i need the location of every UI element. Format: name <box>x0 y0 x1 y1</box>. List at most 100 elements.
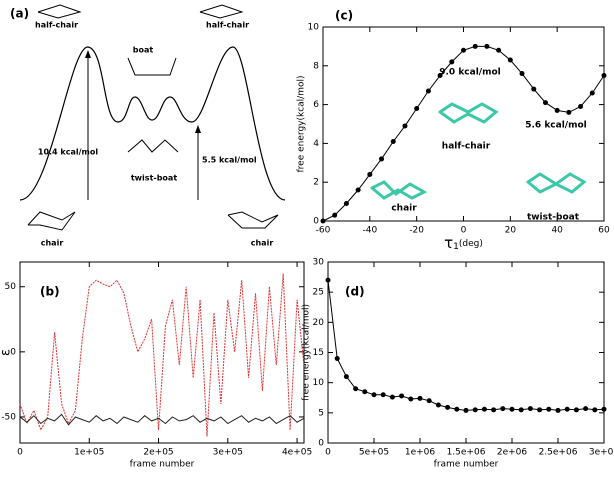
x-tick-label: 2.5e+06 <box>539 448 578 458</box>
y-tick-label: 15 <box>313 348 324 358</box>
point <box>518 407 524 413</box>
annotation: 9.0 kcal/mol <box>439 68 501 78</box>
x-tick-label: 60 <box>598 226 610 236</box>
point <box>399 393 405 399</box>
arrow-head <box>85 50 91 58</box>
point <box>555 407 561 413</box>
point <box>509 406 515 412</box>
x-axis-label: frame number <box>434 460 499 470</box>
point <box>472 407 478 413</box>
molecule <box>127 139 179 153</box>
y-tick-label: 0 <box>318 439 324 449</box>
x-tick-label: -60 <box>316 226 331 236</box>
point <box>484 43 490 49</box>
y-axis-label: ε <box>0 349 14 356</box>
x-tick-label: -20 <box>409 226 424 236</box>
point <box>371 392 377 398</box>
point <box>527 406 533 412</box>
energy-curve <box>19 46 286 201</box>
arrow-head <box>195 125 201 133</box>
point <box>343 201 349 207</box>
y-axis-label: free energy(kcal/mol) <box>297 76 307 173</box>
molecule <box>438 102 499 124</box>
label: half-chair <box>206 21 249 30</box>
point <box>496 47 502 53</box>
y-tick-label: -50 <box>1 412 16 422</box>
point <box>554 107 560 113</box>
point <box>566 109 572 115</box>
point <box>601 73 607 78</box>
point <box>507 57 513 63</box>
x-tick-label: 3e+06 <box>589 448 614 458</box>
point <box>500 406 506 412</box>
point <box>435 402 441 408</box>
point <box>425 88 431 94</box>
point <box>426 398 432 404</box>
molecule <box>27 211 76 231</box>
point <box>353 386 359 392</box>
x-tick-label: 1.5e+06 <box>447 448 486 458</box>
label: 10.4 kcal/mol <box>38 148 98 157</box>
label: half-chair <box>35 21 78 30</box>
annotation: half-chair <box>442 142 491 152</box>
panel-label: (d) <box>345 285 365 299</box>
panel-label: (a) <box>10 7 29 21</box>
point <box>542 100 548 106</box>
plot-frame <box>19 261 305 444</box>
x-tick-label: -40 <box>362 226 377 236</box>
point <box>334 356 340 362</box>
point <box>379 156 385 162</box>
point <box>437 73 443 78</box>
point <box>519 71 525 77</box>
y-tick-label: 30 <box>313 258 325 268</box>
point <box>491 407 497 413</box>
x-tick-label: 4e+05 <box>282 448 312 458</box>
energy-diagram: (a) half-chair half-chair boat 10.4 kcal… <box>10 4 286 248</box>
y-tick-label: 0 <box>10 347 16 357</box>
annotation: 5.6 kcal/mol <box>525 121 587 131</box>
x-tick-label: 3e+05 <box>213 448 243 458</box>
point <box>362 389 368 395</box>
x-tick-label: 40 <box>551 226 563 236</box>
x-tick-label: 2e+06 <box>497 448 528 458</box>
x-axis-label: τ1(deg) <box>444 234 483 252</box>
y-tick-label: 8 <box>313 61 319 71</box>
point <box>390 138 396 144</box>
point <box>578 104 584 110</box>
series-line <box>19 413 305 426</box>
molecule <box>227 211 279 229</box>
y-axis-label: free energy(kcal/mol) <box>302 304 312 401</box>
point <box>449 59 455 65</box>
label: 5.5 kcal/mol <box>202 156 257 165</box>
point <box>445 404 451 410</box>
y-tick-label: 50 <box>5 282 17 292</box>
point <box>320 218 326 224</box>
label: chair <box>41 239 64 248</box>
point <box>454 406 460 412</box>
point <box>531 86 537 92</box>
point <box>367 171 373 177</box>
x-tick-label: 0 <box>461 226 467 236</box>
point <box>380 392 386 398</box>
point <box>402 123 408 129</box>
point <box>325 277 331 283</box>
point <box>389 394 395 400</box>
label: chair <box>251 239 274 248</box>
panel-label: (b) <box>40 285 60 299</box>
x-axis-symbol: τ <box>444 234 453 252</box>
x-axis-unit: (deg) <box>459 239 483 249</box>
point <box>417 395 423 401</box>
x-tick-label: 0 <box>325 448 331 458</box>
point <box>408 396 414 402</box>
point <box>573 407 579 413</box>
point <box>461 47 466 53</box>
point <box>463 407 469 413</box>
x-axis-subscript: 1 <box>453 242 459 252</box>
y-tick-label: 5 <box>318 408 324 418</box>
point <box>332 212 338 218</box>
point <box>583 406 589 412</box>
label: boat <box>133 46 154 55</box>
x-tick-label: 5e+05 <box>359 448 389 458</box>
point <box>343 374 349 380</box>
point <box>355 187 361 193</box>
